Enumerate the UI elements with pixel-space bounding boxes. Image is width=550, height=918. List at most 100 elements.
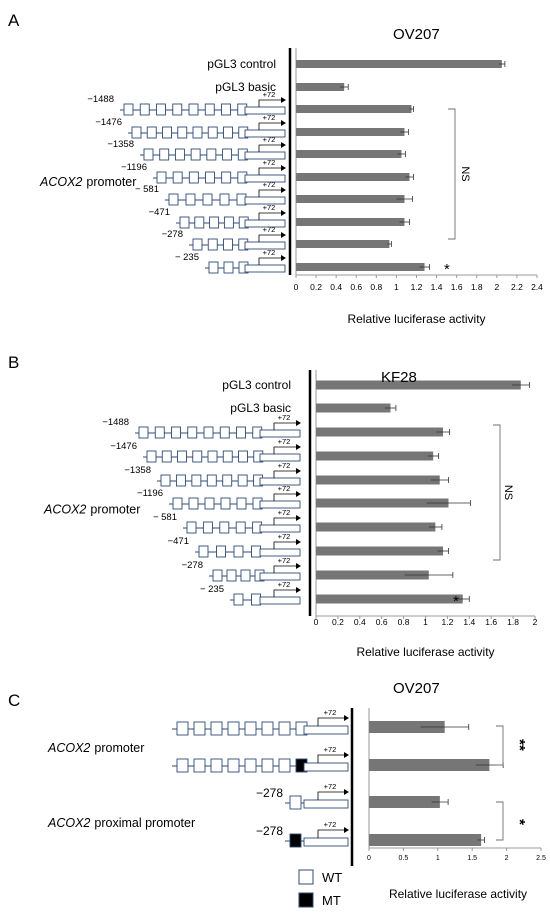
binding-site-box (159, 148, 170, 161)
plus-72-label: +72 (324, 708, 337, 717)
tss-arrow (258, 212, 281, 220)
x-tick-label: 1.2 (411, 282, 423, 292)
promoter-construct: +72 −278 (256, 820, 349, 848)
binding-site-box (202, 193, 213, 206)
bar (369, 796, 440, 808)
promoter-construct: +72 −1488 (102, 413, 301, 439)
plus-72-label: +72 (278, 580, 291, 589)
binding-site-box (237, 474, 248, 487)
binding-site-box (161, 450, 172, 463)
binding-site-box (223, 126, 233, 139)
binding-site-box (156, 103, 166, 116)
x-tick-label: 0.8 (398, 617, 410, 627)
luciferase-box (259, 596, 301, 605)
construct-start-label: − 235 (175, 252, 199, 263)
binding-site-box (206, 148, 217, 161)
tss-arrow-head (296, 563, 301, 569)
tss-arrow (258, 167, 281, 175)
binding-site-box (220, 497, 231, 510)
bar (296, 173, 410, 181)
binding-site-box (212, 569, 223, 582)
binding-site-box (192, 238, 203, 251)
promoter-construct: +72 −278 (162, 225, 286, 251)
x-axis-label: Relative luciferase activity (389, 887, 527, 901)
x-tick-label: 0.4 (330, 282, 342, 292)
promoter-word: proximal promoter (94, 816, 195, 830)
x-tick-label: 0.2 (310, 282, 322, 292)
figure-labels: A OV207 pGL3 control pGL3 basic ACOX2 promote… (8, 11, 440, 908)
binding-site-box (202, 521, 213, 534)
bar (316, 570, 429, 580)
plus-72-label: +72 (278, 461, 291, 470)
promoter-word: promoter (90, 503, 140, 517)
panel-title: OV207 (393, 26, 440, 43)
binding-site-box (238, 450, 248, 463)
construct-start-label: −1476 (110, 441, 137, 452)
tss-arrow-head (281, 165, 286, 171)
binding-site-box (261, 758, 274, 773)
binding-site-box (261, 721, 274, 736)
binding-site-box (233, 593, 244, 606)
control-label: pGL3 control (222, 378, 291, 392)
panel-title: OV207 (393, 680, 440, 697)
bar (296, 60, 502, 68)
x-tick-label: 0.5 (399, 855, 409, 862)
binding-site-box (172, 171, 183, 184)
tss-arrow-head (344, 827, 349, 833)
binding-site-box (179, 216, 190, 229)
binding-site-box (172, 103, 183, 116)
construct-start-label: −278 (162, 229, 183, 240)
luciferase-box (303, 799, 349, 809)
promoter-construct: +72 −1476 (110, 437, 301, 463)
binding-site-box (226, 569, 237, 582)
significance-star: * (511, 819, 528, 825)
binding-site-box (176, 721, 189, 736)
construct-start-label: −1358 (107, 139, 134, 150)
binding-site-box (160, 474, 171, 487)
binding-site-box (156, 171, 167, 184)
legend-wt-swatch (298, 869, 314, 885)
binding-site-box (251, 593, 261, 606)
tss-arrow-head (296, 539, 301, 545)
bar (296, 263, 425, 271)
luciferase-box (303, 762, 349, 772)
bar-charts: 0 0.2 0.4 0.6 0.8 1 1.2 1.4 1.6 1.8 2 2.2 2.4 Relativ… (288, 48, 546, 901)
luciferase-box (244, 174, 286, 183)
binding-site-box (240, 569, 251, 582)
x-tick-label: 2 (494, 282, 499, 292)
x-tick-label: 1.6 (485, 617, 497, 627)
x-tick-label: 1.5 (467, 855, 477, 862)
tss-arrow (258, 234, 281, 242)
binding-site-box (222, 148, 233, 161)
construct-start-label: − 581 (153, 512, 177, 523)
luciferase-box (259, 429, 301, 438)
tss-arrow-head (281, 97, 286, 103)
tss-arrow (258, 144, 281, 152)
binding-site-box (207, 450, 218, 463)
tss-arrow (273, 446, 296, 454)
binding-site-box (236, 426, 246, 439)
bar (316, 380, 521, 390)
tss-arrow (273, 565, 296, 573)
promoter-word: promoter (86, 175, 136, 189)
x-tick-label: 1.6 (451, 282, 463, 292)
tss-arrow (273, 517, 296, 525)
bar (316, 427, 444, 437)
plus-72-label: +72 (278, 508, 291, 517)
binding-site-box (221, 171, 232, 184)
basic-label: pGL3 basic (215, 80, 276, 94)
x-tick-label: 2.4 (531, 282, 543, 292)
bar (316, 546, 444, 556)
luciferase-box (259, 453, 301, 462)
luciferase-box (244, 106, 286, 115)
plus-72-label: +72 (263, 90, 276, 99)
binding-site-box (235, 521, 246, 534)
legend-mt-swatch (298, 892, 314, 908)
luciferase-box (244, 196, 286, 205)
construct-start-label: − 581 (135, 184, 159, 195)
x-tick-label: 2.5 (536, 855, 546, 862)
tss-arrow (258, 122, 281, 130)
binding-site-box (177, 450, 187, 463)
tss-arrow-head (296, 468, 301, 474)
x-tick-label: 0 (314, 617, 319, 627)
